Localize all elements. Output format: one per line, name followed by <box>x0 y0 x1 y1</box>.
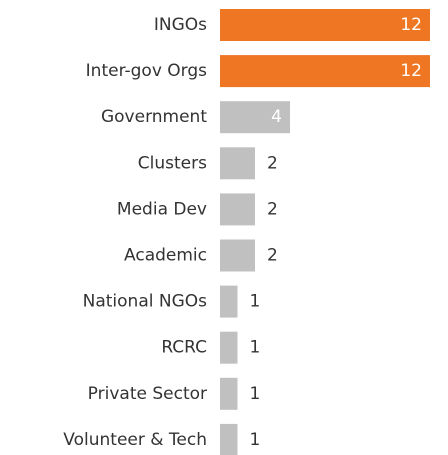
bar <box>220 147 255 180</box>
category-label: Private Sector <box>88 384 207 404</box>
bar <box>220 101 290 134</box>
value-label: 1 <box>250 338 261 358</box>
category-label: INGOs <box>154 15 207 35</box>
bar <box>220 193 255 226</box>
category-label: Academic <box>124 246 207 266</box>
value-label: 12 <box>400 15 422 35</box>
bar <box>220 285 238 318</box>
category-label: Media Dev <box>117 199 207 219</box>
bar <box>220 9 430 41</box>
bar <box>220 55 430 88</box>
value-label: 2 <box>267 246 278 266</box>
bar <box>220 377 238 410</box>
category-label: RCRC <box>161 338 207 358</box>
bar <box>220 239 255 272</box>
value-label: 2 <box>267 199 278 219</box>
category-label: Clusters <box>138 153 207 173</box>
category-label: National NGOs <box>83 292 208 312</box>
category-label: Government <box>101 107 207 127</box>
value-label: 12 <box>400 61 422 81</box>
value-label: 4 <box>271 107 282 127</box>
value-label: 2 <box>267 153 278 173</box>
value-label: 1 <box>250 384 261 404</box>
value-label: 1 <box>250 292 261 312</box>
value-label: 1 <box>250 430 261 450</box>
bar <box>220 331 238 364</box>
category-label: Volunteer & Tech <box>63 430 207 450</box>
category-label: Inter-gov Orgs <box>86 61 207 81</box>
bar <box>220 423 238 455</box>
